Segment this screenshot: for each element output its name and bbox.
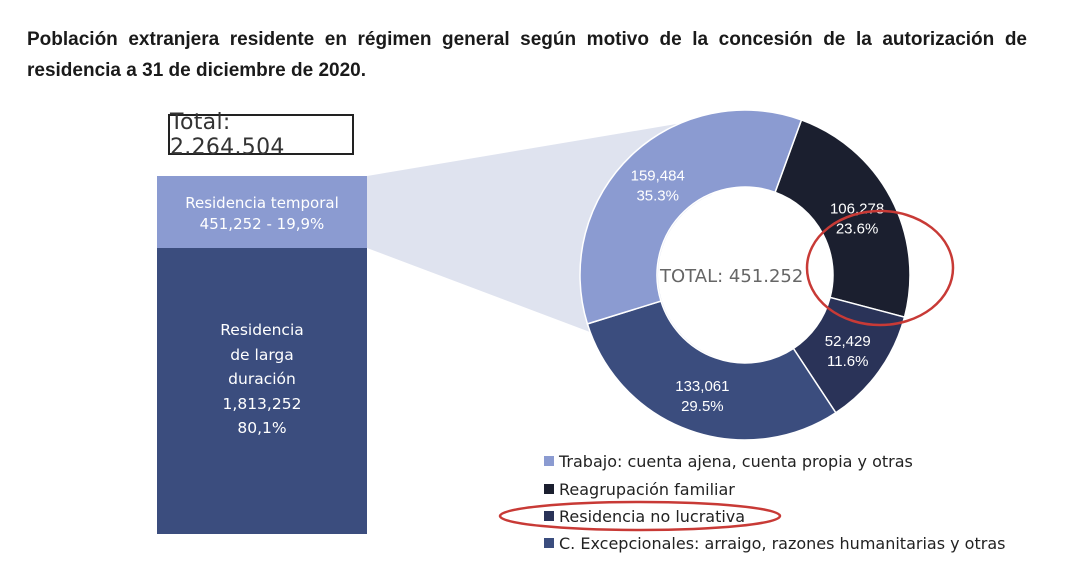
legend-label: Residencia no lucrativa [559, 507, 746, 526]
total-box: Total: 2.264.504 [168, 110, 354, 160]
bar-value-larga: 1,813,252 [222, 394, 302, 413]
slice-percent-label: 29.5% [681, 398, 724, 415]
legend-item-no-lucrativa: Residencia no lucrativa [544, 507, 745, 526]
bar-segment-temporal: Residencia temporal 451,252 - 19,9% [157, 176, 367, 248]
slice-percent-label: 23.6% [836, 220, 879, 237]
donut-center-label: TOTAL: 451.252 [659, 266, 803, 287]
legend-swatch [544, 511, 554, 521]
legend-label: Trabajo: cuenta ajena, cuenta propia y o… [559, 452, 913, 471]
slice-percent-label: 11.6% [827, 353, 868, 370]
donut-hole [658, 188, 832, 362]
highlight-circle-slice [805, 209, 955, 327]
slice-value-label: 159,484 [631, 167, 685, 184]
bar-label-line: Residencia [220, 321, 304, 339]
bar-value-temporal: 451,252 - 19,9% [199, 215, 325, 233]
legend-item-excepcionales: C. Excepcionales: arraigo, razones human… [544, 534, 1005, 553]
bar-segment-larga-duracion: Residencia de larga duración 1,813,252 8… [157, 248, 367, 534]
bar-label-line: duración [228, 370, 296, 388]
slice-value-label: 133,061 [675, 378, 729, 395]
highlight-circle-legend [498, 500, 782, 532]
slice-value-label: 52,429 [825, 333, 871, 350]
slice-value-label: 106,278 [830, 200, 884, 217]
donut-slice [579, 109, 803, 325]
legend-item-trabajo: Trabajo: cuenta ajena, cuenta propia y o… [544, 452, 913, 471]
donut-slice [586, 300, 837, 441]
legend-item-reagrupacion: Reagrupación familiar [544, 480, 735, 499]
chart-title: Población extranjera residente en régime… [27, 29, 1027, 81]
legend-label: Reagrupación familiar [559, 480, 735, 499]
bar-percent-larga: 80,1% [237, 419, 287, 437]
legend-swatch [544, 538, 554, 548]
legend-swatch [544, 484, 554, 494]
donut-chart: 106,278 23.6% 52,429 11.6% 133,061 29.5% 159,4… [579, 109, 911, 441]
legend-swatch [544, 456, 554, 466]
bar-label-line: de larga [230, 345, 294, 364]
bar-label-temporal: Residencia temporal [185, 194, 339, 212]
legend-label: C. Excepcionales: arraigo, razones human… [559, 534, 1006, 553]
slice-percent-label: 35.3% [636, 187, 679, 204]
